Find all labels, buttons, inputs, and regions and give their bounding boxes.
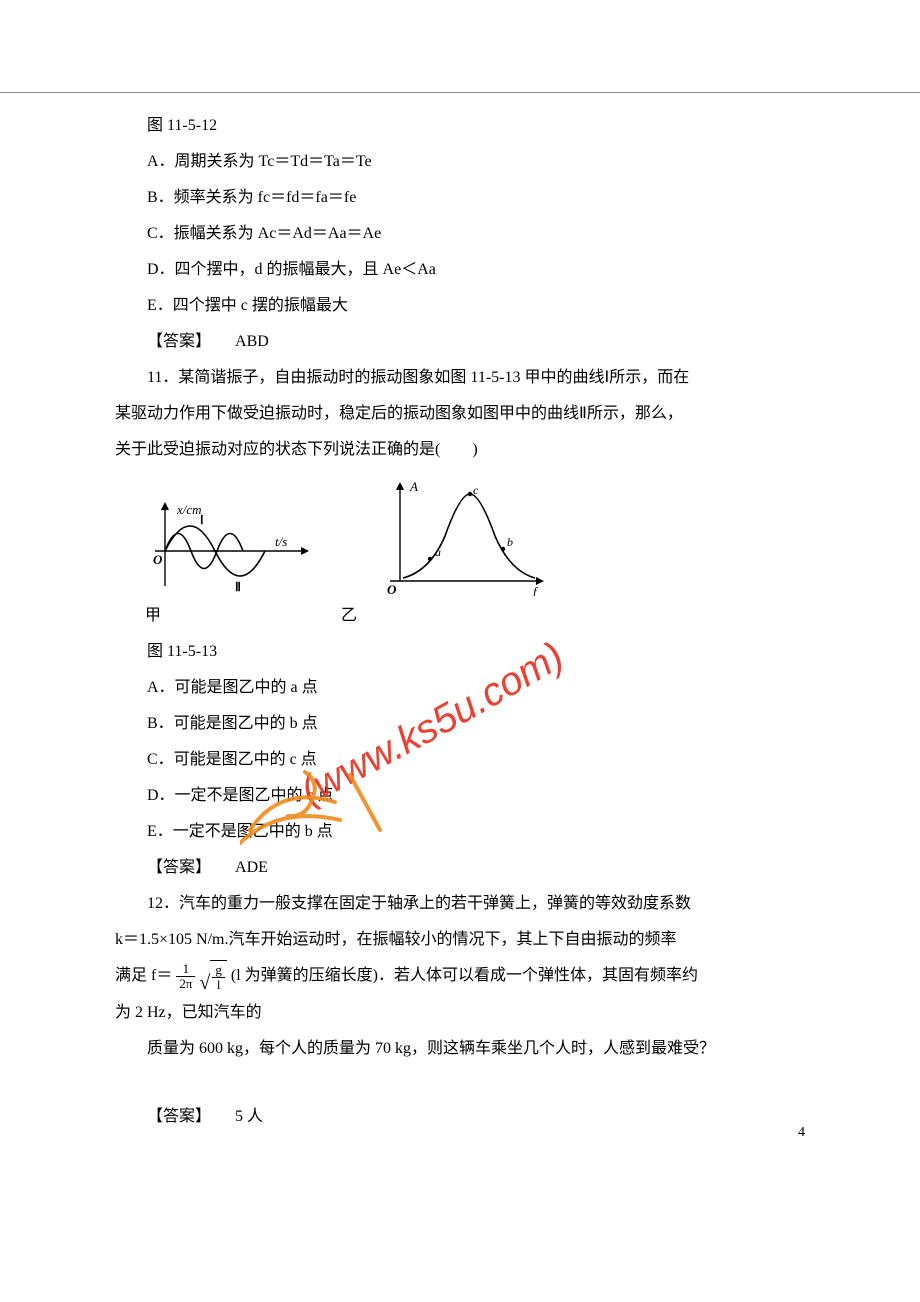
- sqrt-g-over-l: √ g l: [199, 960, 226, 993]
- axis-x-right: f: [533, 584, 539, 596]
- fig-caption-right: 乙: [341, 600, 357, 632]
- q12-stem-line5: 质量为 600 kg，每个人的质量为 70 kg，则这辆车乘坐几个人时，人感到最…: [115, 1033, 810, 1065]
- q11-figures: x/cm t/s Ⅰ Ⅱ O A f a b c O: [145, 476, 810, 596]
- q12-answer-value: 5 人: [235, 1108, 263, 1125]
- q12-answer-label: 【答案】: [147, 1108, 211, 1125]
- q10-option-b: B．频率关系为 fc＝fd＝fa＝fe: [115, 182, 810, 214]
- q11-figure-right-svg: A f a b c O: [375, 476, 555, 596]
- curve1-label: Ⅰ: [200, 513, 204, 527]
- pt-c: c: [473, 483, 479, 497]
- pt-a: a: [435, 545, 441, 559]
- q12-stem3a: 满足 f＝: [115, 967, 172, 984]
- q10-option-e: E．四个摆中 c 摆的振幅最大: [115, 290, 810, 322]
- q11-answer-value: ADE: [235, 859, 268, 876]
- origin-right: O: [387, 582, 397, 596]
- sqrt-den: l: [212, 978, 225, 992]
- page-number: 4: [798, 1119, 805, 1147]
- q11-figure-left-svg: x/cm t/s Ⅰ Ⅱ O: [145, 496, 315, 596]
- fig-caption-left: 甲: [145, 600, 161, 632]
- origin-left: O: [153, 552, 163, 567]
- q12-formula: 1 2π √ g l: [176, 960, 227, 993]
- pt-b: b: [507, 535, 513, 549]
- q11-figure-captions: 甲 乙: [145, 600, 810, 632]
- q12-stem-line2: k＝1.5×105 N/m.汽车开始运动时，在振幅较小的情况下，其上下自由振动的…: [115, 924, 810, 956]
- page-top-rule: [0, 92, 920, 93]
- q11-stem-line3: 关于此受迫振动对应的状态下列说法正确的是( ): [115, 434, 810, 466]
- q11-stem-line1: 11．某简谐振子，自由振动时的振动图象如图 11-5-13 甲中的曲线Ⅰ所示，而…: [115, 362, 810, 394]
- axis-x-left: t/s: [275, 534, 287, 549]
- q11-option-b: B．可能是图乙中的 b 点: [115, 708, 810, 740]
- q10-answer-label: 【答案】: [147, 333, 211, 350]
- q10-option-a: A．周期关系为 Tc＝Td＝Ta＝Te: [115, 146, 810, 178]
- axis-y-right: A: [409, 479, 418, 494]
- q12-stem-line1: 12．汽车的重力一般支撑在固定于轴承上的若干弹簧上，弹簧的等效劲度系数: [115, 888, 810, 920]
- q11-answer-label: 【答案】: [147, 859, 211, 876]
- q11-option-c: C．可能是图乙中的 c 点: [115, 744, 810, 776]
- curve2-label: Ⅱ: [235, 580, 241, 594]
- frac-g-over-l: g l: [212, 963, 225, 993]
- q10-option-d: D．四个摆中，d 的振幅最大，且 Ae＜Aa: [115, 254, 810, 286]
- q11-figure-left: x/cm t/s Ⅰ Ⅱ O: [145, 496, 315, 596]
- q12-stem-line3: 满足 f＝ 1 2π √ g l (l 为弹簧的压缩长度)．若人体可以看成一个弹…: [115, 960, 810, 993]
- figure-reference-top: 图 11-5-12: [115, 110, 810, 142]
- q11-answer: 【答案】 ADE: [115, 852, 810, 884]
- q12-stem-line4: 为 2 Hz，已知汽车的: [115, 997, 810, 1029]
- q10-answer-value: ABD: [235, 333, 269, 350]
- frac-den: 2π: [176, 977, 195, 991]
- axis-y-left: x/cm: [176, 502, 202, 517]
- q11-figure-right: A f a b c O: [375, 476, 555, 596]
- q10-option-c: C．振幅关系为 Ac＝Ad＝Aa＝Ae: [115, 218, 810, 250]
- frac-1-over-2pi: 1 2π: [176, 962, 195, 992]
- spacer: [115, 1069, 810, 1097]
- sqrt-sign: √: [199, 973, 210, 993]
- q12-stem3b: (l 为弹簧的压缩长度)．若人体可以看成一个弹性体，其固有频率约: [231, 967, 698, 984]
- q12-answer: 【答案】 5 人: [115, 1101, 810, 1133]
- q11-figure-ref: 图 11-5-13: [115, 636, 810, 668]
- q10-answer: 【答案】 ABD: [115, 326, 810, 358]
- sqrt-num: g: [212, 963, 225, 978]
- q11-option-e: E．一定不是图乙中的 b 点: [115, 816, 810, 848]
- q11-stem-line2: 某驱动力作用下做受迫振动时，稳定后的振动图象如图甲中的曲线Ⅱ所示，那么，: [115, 398, 810, 430]
- frac-num: 1: [176, 962, 195, 977]
- q11-option-d: D．一定不是图乙中的 c 点: [115, 780, 810, 812]
- q11-option-a: A．可能是图乙中的 a 点: [115, 672, 810, 704]
